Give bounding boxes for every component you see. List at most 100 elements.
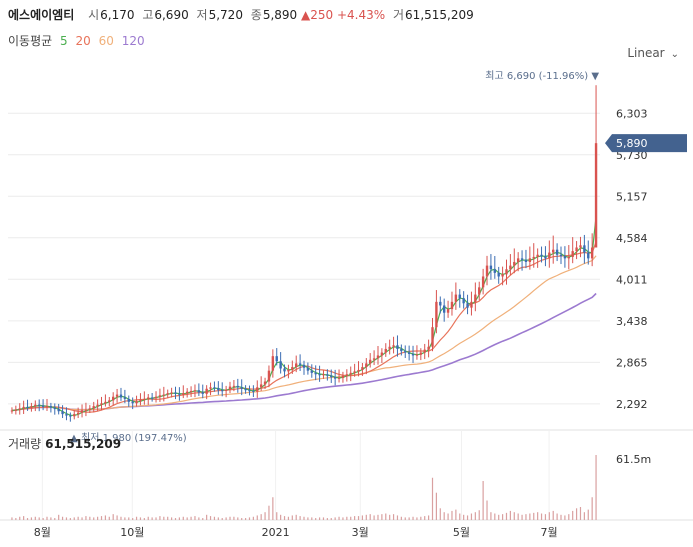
volume-bar [400,516,402,520]
candle-body [217,388,220,391]
volume-bar [135,516,138,520]
volume-bar [326,518,328,520]
candle-body [579,245,582,248]
candle-body [111,396,115,401]
candle-body [45,406,49,408]
volume-bar [389,514,391,520]
candle-body [22,406,25,409]
volume-bar [311,517,313,520]
volume-bar [124,517,126,520]
volume-bar [237,517,239,520]
scale-dropdown[interactable]: Linear ⌄ [627,46,679,60]
candle-body [221,390,224,392]
ma-20-line [11,241,597,413]
volume-bar [280,514,282,520]
candle-body [73,414,76,417]
volume-bar [120,516,122,520]
volume-bar [420,516,422,520]
volume-bar [268,505,270,520]
volume-bar [167,516,169,520]
candle-body [368,359,372,364]
open-value: 6,170 [100,8,135,22]
volume-bar [202,518,204,520]
volume-bar [182,516,184,520]
candle-body [384,348,387,353]
x-tick-label: 2021 [262,526,290,539]
candle-body [341,375,345,378]
candle-body [271,356,275,371]
volume-bar [100,516,103,520]
moving-average-label: 이동평균 [8,34,53,48]
candle-body [248,390,251,392]
moving-average-legend[interactable]: 이동평균 5 20 60 120 [8,32,149,49]
volume-bar [416,517,418,520]
candle-body [571,251,574,257]
volume-bar [572,510,574,520]
candle-body [501,274,504,277]
candle-body [524,259,528,262]
volume-bar [38,517,40,520]
candle-body [337,377,341,379]
candle-body [353,371,356,373]
stock-header: 에스에이엠티 시6,170 고6,690 저5,720 종5,890 ▲250 … [8,6,474,23]
volume-panel-title: 거래량 61,515,209 [8,435,121,452]
volume-bar [132,518,134,520]
x-tick-label: 8월 [34,526,51,539]
volume-bar [408,517,410,520]
candle-body [594,143,598,248]
volume-bar [357,516,360,520]
candle-body [322,374,325,376]
volume-bar [171,517,173,520]
candle-body [143,398,146,400]
volume-bar [354,516,356,520]
volume-bar [252,516,254,520]
candle-body [267,370,271,382]
volume-panel-value: 61,515,209 [45,437,122,451]
candle-body [127,398,130,402]
low-annotation: ▲ 최저 1,980 (197.47%) [70,432,187,444]
chevron-down-icon: ⌄ [670,49,679,60]
candle-body [532,256,535,259]
candle-body [396,345,399,349]
volume-bar [143,518,145,520]
volume-bar [435,492,437,520]
candle-body [380,352,384,356]
candle-body [256,387,259,392]
volume-bar [244,518,247,520]
volume-bar [155,517,157,520]
candle-body [259,384,263,388]
candle-body [450,301,454,310]
candle-body [147,397,150,399]
ma-60-line [11,255,597,412]
volume-bar [529,513,531,520]
volume-bar [544,514,547,520]
candle-body [84,409,88,411]
volume-bar [174,518,177,520]
volume-bar [229,516,231,520]
volume-bar [116,515,118,520]
candle-body [458,294,461,299]
volume-bar [15,518,17,520]
candle-body [540,254,543,257]
volume-bar [466,515,469,520]
candle-body [516,258,520,262]
candle-body [298,363,302,365]
candle-body [318,374,321,376]
y-tick-label: 3,438 [616,315,648,328]
candle-body [80,410,84,413]
candle-body [361,367,364,370]
volume-bar [147,516,149,520]
volume-bar [295,514,297,520]
candle-body [454,294,458,302]
volume-bar [509,510,511,520]
volume-bar [108,516,110,520]
candle-body [182,393,185,395]
candle-body [162,394,166,396]
y-tick-label: 4,584 [616,232,648,245]
x-tick-label: 5월 [453,526,470,539]
candle-body [575,247,578,252]
volume-bar [139,517,142,520]
volume-bar [439,508,441,520]
candle-body [76,412,80,415]
